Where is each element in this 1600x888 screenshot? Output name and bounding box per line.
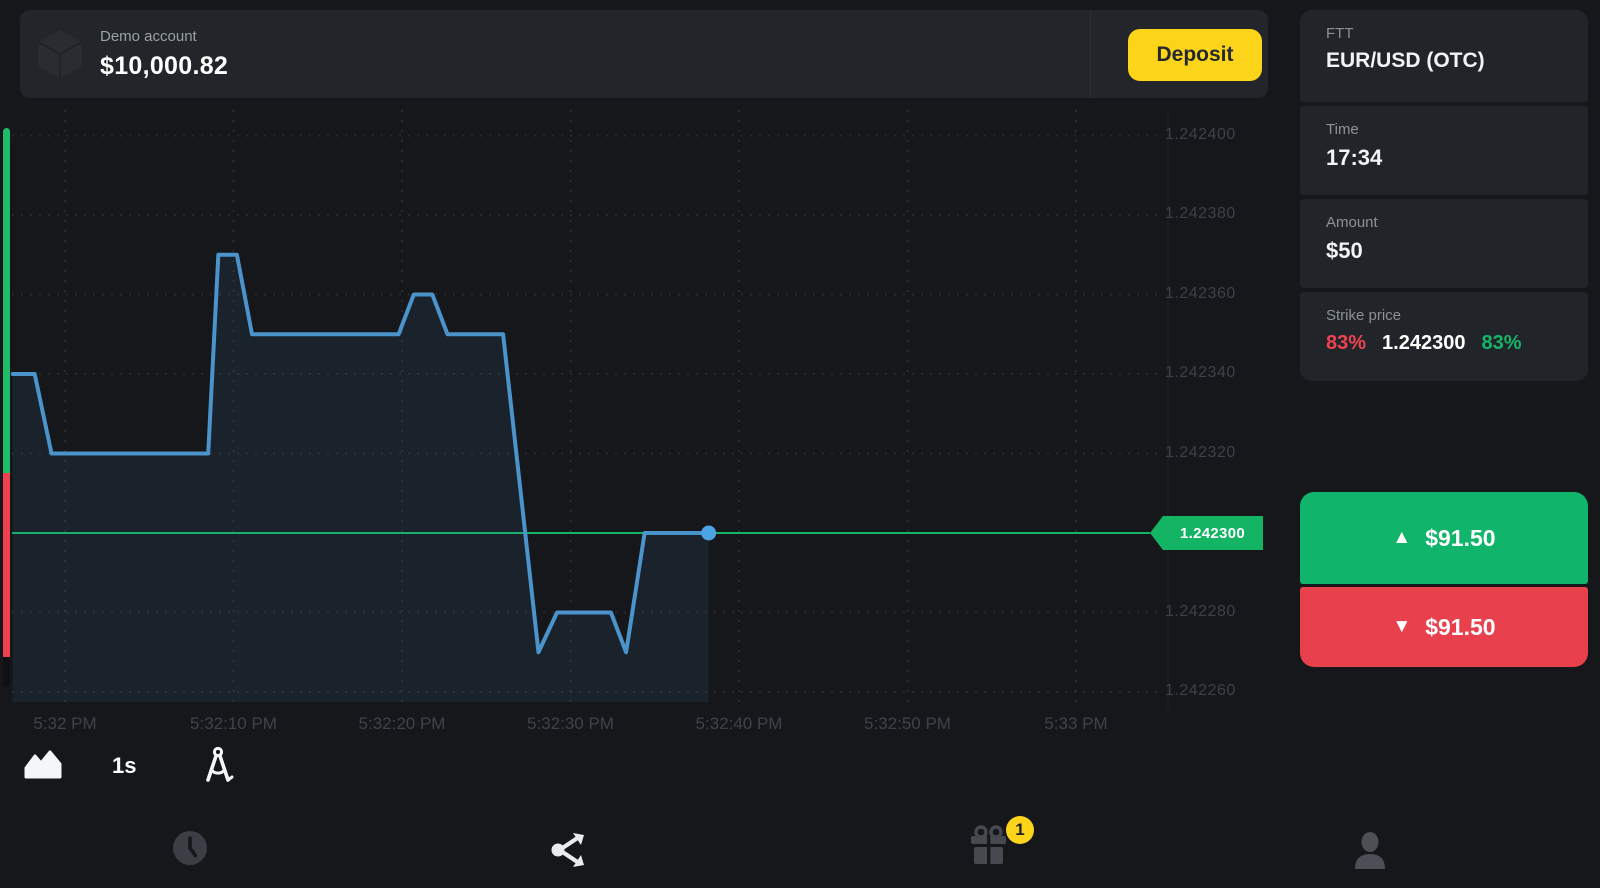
price-line: [10, 252, 711, 655]
price-tick-label: 1.242320: [1165, 443, 1236, 461]
sentiment-gauge-green: [3, 128, 10, 473]
account-box-icon: [37, 30, 83, 78]
price-tick-label: 1.242280: [1165, 602, 1236, 620]
strike-price-card[interactable]: Strike price 83% 1.242300 83%: [1300, 292, 1588, 381]
price-tick-label: 1.242340: [1165, 364, 1236, 381]
asset-card[interactable]: FTT EUR/USD (OTC): [1300, 10, 1588, 102]
promotions-nav-button[interactable]: 1: [968, 816, 1034, 869]
asset-name: EUR/USD (OTC): [1326, 49, 1485, 72]
put-down-button[interactable]: ▼ $91.50: [1300, 587, 1588, 667]
put-payout: $91.50: [1425, 613, 1496, 640]
down-arrow-icon: ▼: [1392, 616, 1412, 637]
asset-type-label: FTT: [1326, 25, 1354, 42]
time-label: Time: [1326, 121, 1359, 138]
time-tick-label: 5:32:30 PM: [527, 714, 614, 733]
account-type-label[interactable]: Demo account: [100, 28, 197, 45]
sentiment-gauge-base: [3, 657, 10, 687]
payout-percent-down: 83%: [1326, 332, 1367, 354]
header-divider: [1090, 10, 1091, 98]
account-balance[interactable]: $10,000.82: [100, 52, 229, 80]
amount-card[interactable]: Amount $50: [1300, 199, 1588, 288]
sentiment-gauge: [3, 128, 10, 687]
payout-percent-up: 83%: [1481, 332, 1522, 354]
strike-price-label: Strike price: [1326, 307, 1402, 324]
price-chart[interactable]: 1.242400 1.242380 1.242360 1.242340 1.242320…: [0, 110, 1268, 760]
amount-value: $50: [1326, 238, 1363, 263]
drawing-tools-button[interactable]: [200, 746, 236, 787]
price-tick-label: 1.242400: [1165, 125, 1236, 143]
time-tick-label: 5:32:10 PM: [190, 714, 277, 733]
time-value: 17:34: [1326, 145, 1383, 170]
share-route-icon: [551, 833, 584, 867]
price-tick-label: 1.242260: [1165, 682, 1236, 699]
up-arrow-icon: ▲: [1392, 527, 1412, 548]
time-tick-label: 5:32:20 PM: [358, 714, 446, 733]
trades-history-nav-button[interactable]: [170, 828, 210, 871]
amount-label: Amount: [1326, 214, 1378, 231]
call-payout: $91.50: [1425, 524, 1496, 551]
compass-icon: [206, 746, 234, 782]
strike-price-value: 1.242300: [1382, 332, 1466, 354]
area-chart-icon: [24, 750, 62, 779]
timeframe-button[interactable]: 1s: [112, 753, 137, 778]
last-price-dot: [701, 525, 717, 541]
time-tick-label: 5:32:40 PM: [695, 714, 783, 733]
chart-type-button[interactable]: [24, 750, 62, 783]
gift-badge: 1: [1006, 816, 1034, 844]
profile-nav-button[interactable]: [1348, 830, 1392, 875]
price-tick-label: 1.242360: [1165, 284, 1236, 302]
strike-price-row: 83% 1.242300 83%: [1326, 332, 1588, 355]
gift-icon: [971, 825, 1006, 864]
person-icon: [1355, 832, 1385, 869]
deposit-button[interactable]: Deposit: [1128, 29, 1262, 81]
call-up-button[interactable]: ▲ $91.50: [1300, 492, 1588, 584]
time-tick-label: 5:32 PM: [33, 714, 97, 733]
sentiment-gauge-red: [3, 473, 10, 657]
expiry-time-card[interactable]: Time 17:34: [1300, 106, 1588, 195]
social-route-nav-button[interactable]: [548, 830, 592, 873]
chart-canvas: [10, 110, 1169, 710]
time-tick-label: 5:32:50 PM: [864, 714, 951, 733]
header-bar: Demo account $10,000.82 Deposit: [20, 10, 1268, 98]
price-tick-label: 1.242380: [1165, 205, 1236, 222]
area-fill: [12, 254, 709, 702]
clock-icon: [173, 831, 207, 865]
strike-price-tag: 1.242300: [1150, 516, 1263, 550]
time-tick-label: 5:33 PM: [1044, 714, 1108, 733]
